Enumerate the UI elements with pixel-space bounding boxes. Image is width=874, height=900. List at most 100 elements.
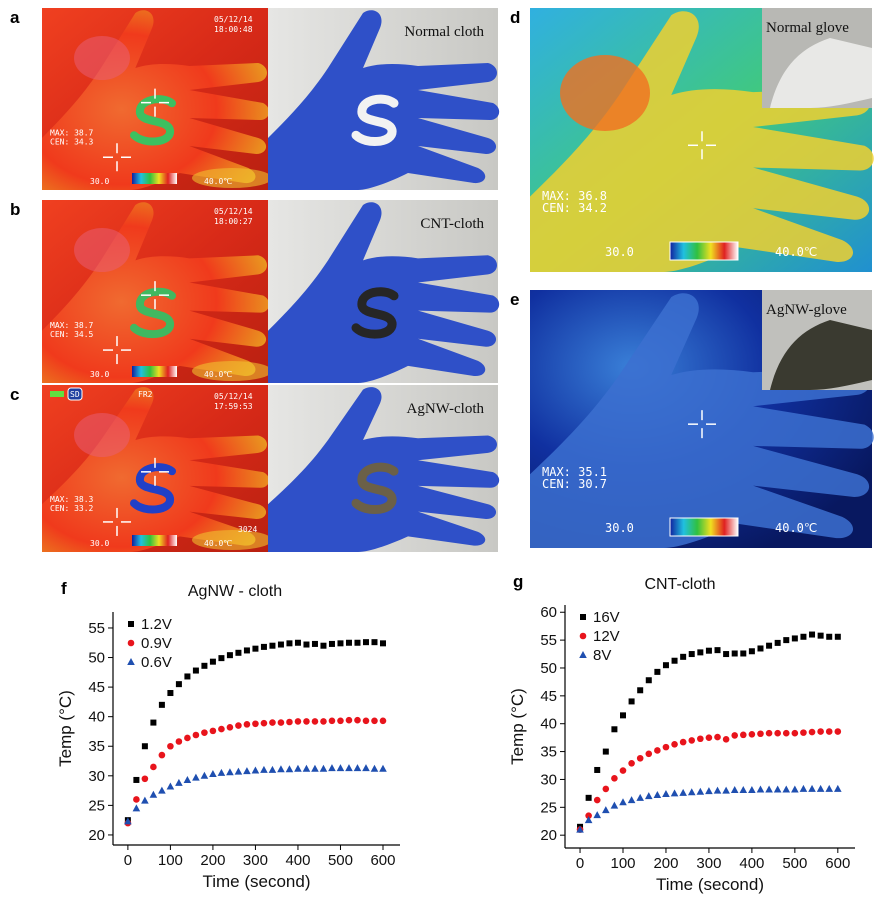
- max-temp: MAX: 38.7: [50, 128, 94, 137]
- point: [354, 764, 362, 771]
- point: [278, 719, 285, 726]
- point: [354, 717, 361, 724]
- colorbar: [132, 173, 177, 184]
- point: [740, 650, 746, 656]
- point: [371, 718, 378, 725]
- point: [817, 728, 824, 735]
- thermal-image: 05/12/1418:00:27MAX: 38.7CEN: 34.530.040…: [42, 200, 272, 383]
- legend-label: 0.6V: [141, 654, 172, 671]
- y-tick-label: 55: [88, 620, 105, 637]
- photo-label: CNT-cloth: [420, 216, 484, 232]
- point: [620, 767, 627, 774]
- point: [269, 643, 275, 649]
- point: [209, 770, 217, 777]
- point: [244, 647, 250, 653]
- point: [602, 806, 610, 813]
- point: [218, 769, 226, 776]
- panel-label: b: [10, 200, 20, 219]
- point: [159, 702, 165, 708]
- point: [826, 728, 833, 735]
- point: [158, 787, 166, 794]
- point: [141, 797, 149, 804]
- point: [192, 774, 200, 781]
- point: [227, 724, 234, 731]
- point: [363, 718, 370, 725]
- point: [176, 681, 182, 687]
- storage: SD: [70, 390, 80, 399]
- point: [654, 791, 662, 798]
- point: [150, 791, 158, 798]
- point: [295, 640, 301, 646]
- point: [697, 788, 705, 795]
- thermal-image: 05/12/1417:59:53MAX: 38.3CEN: 33.230.040…: [42, 385, 272, 552]
- point: [818, 633, 824, 639]
- point: [593, 811, 601, 818]
- point: [346, 640, 352, 646]
- legend-marker: [128, 640, 135, 647]
- point: [739, 786, 747, 793]
- x-tick-label: 400: [285, 852, 310, 869]
- point: [706, 648, 712, 654]
- point: [791, 785, 799, 792]
- scale-high: 40.0℃: [775, 245, 817, 259]
- colorbar: [670, 518, 738, 536]
- point: [834, 785, 842, 792]
- panel-label: g: [513, 572, 523, 591]
- y-tick-label: 45: [540, 688, 557, 705]
- point: [294, 765, 302, 772]
- chart: fAgNW - cloth010020030040050060020253035…: [56, 579, 400, 891]
- photo: CNT-cloth: [268, 200, 499, 383]
- colorbar: [132, 366, 177, 377]
- date: 05/12/14: [214, 15, 253, 24]
- point: [671, 789, 679, 796]
- point: [133, 804, 141, 811]
- x-tick-label: 400: [739, 855, 764, 872]
- point: [244, 721, 251, 728]
- figure: a05/12/1418:00:48MAX: 38.7CEN: 34.330.04…: [0, 0, 874, 900]
- center-temp: CEN: 30.7: [542, 477, 607, 491]
- photo: AgNW-cloth: [268, 385, 499, 552]
- point: [167, 782, 175, 789]
- legend-label: 12V: [593, 628, 620, 645]
- legend-label: 1.2V: [141, 616, 172, 633]
- point: [337, 718, 344, 725]
- point: [380, 640, 386, 646]
- x-tick-label: 100: [610, 855, 635, 872]
- point: [688, 788, 696, 795]
- point: [235, 650, 241, 656]
- y-tick-label: 60: [540, 604, 557, 621]
- y-tick-label: 40: [540, 716, 557, 733]
- point: [252, 766, 260, 773]
- point: [380, 718, 387, 725]
- y-tick-label: 30: [88, 768, 105, 785]
- point: [629, 698, 635, 704]
- point: [705, 787, 713, 794]
- point: [628, 760, 635, 767]
- point: [150, 720, 156, 726]
- point: [320, 643, 326, 649]
- point: [150, 764, 157, 771]
- y-tick-label: 50: [540, 660, 557, 677]
- point: [260, 766, 268, 773]
- hot-spot: [560, 55, 650, 131]
- y-tick-label: 35: [88, 738, 105, 755]
- point: [774, 730, 781, 737]
- point: [345, 764, 353, 771]
- y-tick-label: 25: [540, 799, 557, 816]
- point: [611, 726, 617, 732]
- scale-low: 30.0: [605, 245, 634, 259]
- y-tick-label: 30: [540, 771, 557, 788]
- center-temp: CEN: 33.2: [50, 504, 94, 513]
- point: [286, 765, 294, 772]
- point: [809, 632, 815, 638]
- point: [636, 794, 644, 801]
- point: [732, 650, 738, 656]
- point: [201, 772, 209, 779]
- y-tick-label: 20: [540, 827, 557, 844]
- point: [731, 786, 739, 793]
- frame: 3024: [238, 525, 257, 534]
- center-temp: CEN: 34.5: [50, 330, 94, 339]
- point: [277, 765, 285, 772]
- point: [252, 646, 258, 652]
